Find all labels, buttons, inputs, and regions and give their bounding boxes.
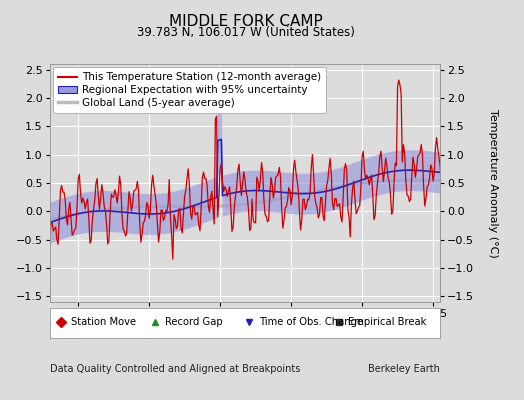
Text: Time of Obs. Change: Time of Obs. Change bbox=[259, 317, 363, 327]
Text: Data Quality Controlled and Aligned at Breakpoints: Data Quality Controlled and Aligned at B… bbox=[50, 364, 300, 374]
Legend: This Temperature Station (12-month average), Regional Expectation with 95% uncer: This Temperature Station (12-month avera… bbox=[53, 67, 326, 113]
Text: Station Move: Station Move bbox=[71, 317, 136, 327]
Text: MIDDLE FORK CAMP: MIDDLE FORK CAMP bbox=[169, 14, 323, 29]
Text: Empirical Break: Empirical Break bbox=[348, 317, 427, 327]
Text: Berkeley Earth: Berkeley Earth bbox=[368, 364, 440, 374]
Text: 39.783 N, 106.017 W (United States): 39.783 N, 106.017 W (United States) bbox=[137, 26, 355, 39]
Text: Record Gap: Record Gap bbox=[165, 317, 223, 327]
Y-axis label: Temperature Anomaly (°C): Temperature Anomaly (°C) bbox=[488, 109, 498, 257]
